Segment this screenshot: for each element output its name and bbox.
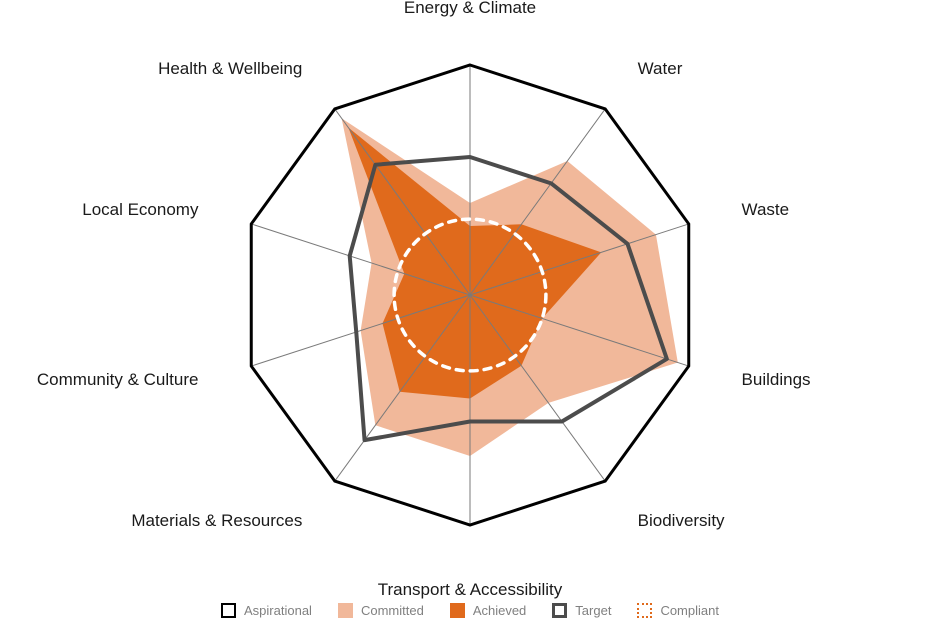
legend-label: Aspirational: [244, 603, 312, 618]
legend: Aspirational Committed Achieved Target Compl…: [0, 603, 940, 618]
axis-label: Health & Wellbeing: [158, 59, 302, 79]
axis-label: Community & Culture: [37, 370, 199, 390]
legend-swatch: [450, 603, 465, 618]
legend-swatch: [338, 603, 353, 618]
legend-item-aspirational: Aspirational: [221, 603, 312, 618]
axis-label: Energy & Climate: [404, 0, 536, 18]
legend-label: Target: [575, 603, 611, 618]
radar-chart: Energy & Climate Water Waste Buildings Biodi…: [0, 0, 940, 590]
legend-swatch: [637, 603, 652, 618]
legend-item-compliant: Compliant: [637, 603, 719, 618]
legend-item-committed: Committed: [338, 603, 424, 618]
legend-label: Achieved: [473, 603, 526, 618]
axis-label: Biodiversity: [638, 511, 725, 531]
legend-label: Committed: [361, 603, 424, 618]
legend-item-target: Target: [552, 603, 611, 618]
axis-label: Water: [638, 59, 683, 79]
axis-label: Transport & Accessibility: [378, 580, 563, 600]
legend-item-achieved: Achieved: [450, 603, 526, 618]
legend-swatch: [552, 603, 567, 618]
legend-label: Compliant: [660, 603, 719, 618]
axis-label: Waste: [742, 200, 790, 220]
axis-label: Local Economy: [82, 200, 198, 220]
axis-label: Materials & Resources: [131, 511, 302, 531]
legend-swatch: [221, 603, 236, 618]
axis-label: Buildings: [742, 370, 811, 390]
